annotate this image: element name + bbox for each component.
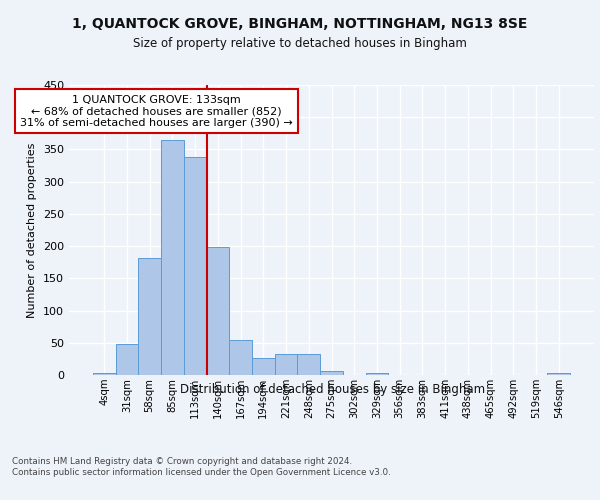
Bar	[116, 344, 139, 375]
Bar	[320, 371, 343, 375]
Bar	[93, 373, 116, 375]
Bar	[298, 354, 320, 375]
Bar	[161, 140, 184, 375]
Bar	[365, 373, 388, 375]
Bar	[229, 340, 252, 375]
Bar	[252, 358, 275, 375]
Bar	[139, 258, 161, 375]
Bar	[547, 373, 570, 375]
Bar	[184, 157, 206, 375]
Text: Size of property relative to detached houses in Bingham: Size of property relative to detached ho…	[133, 38, 467, 51]
Bar	[275, 354, 298, 375]
Y-axis label: Number of detached properties: Number of detached properties	[28, 142, 37, 318]
Text: 1 QUANTOCK GROVE: 133sqm
← 68% of detached houses are smaller (852)
31% of semi-: 1 QUANTOCK GROVE: 133sqm ← 68% of detach…	[20, 94, 293, 128]
Text: Contains HM Land Registry data © Crown copyright and database right 2024.
Contai: Contains HM Land Registry data © Crown c…	[12, 458, 391, 477]
Text: Distribution of detached houses by size in Bingham: Distribution of detached houses by size …	[181, 382, 485, 396]
Text: 1, QUANTOCK GROVE, BINGHAM, NOTTINGHAM, NG13 8SE: 1, QUANTOCK GROVE, BINGHAM, NOTTINGHAM, …	[73, 18, 527, 32]
Bar	[206, 248, 229, 375]
